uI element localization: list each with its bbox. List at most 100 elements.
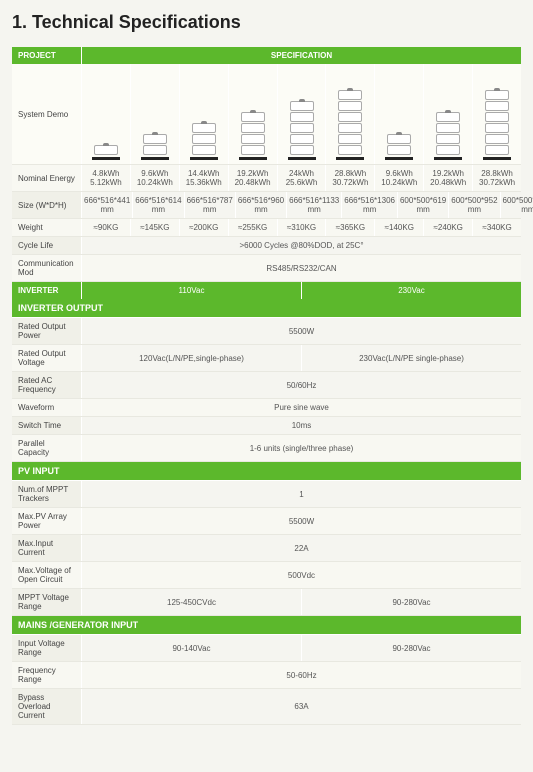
cell-value: 28.8kWh30.72kWh [473,165,521,191]
table-row: Communication ModRS485/RS232/CAN [12,255,521,282]
cell-value: ≈255KG [229,219,278,236]
cell-value: 63A [82,689,521,724]
cell-value: Pure sine wave [82,399,521,416]
table-row: Input Voltage Range90-140Vac90-280Vac [12,635,521,662]
cell-value: 4.8kWh5.12kWh [82,165,131,191]
row-label: Rated Output Voltage [12,345,82,371]
mains-input-header: MAINS /GENERATOR INPUT [12,616,521,635]
row-label: Rated AC Frequency [12,372,82,398]
cell-value: 9.6kWh10.24kWh [131,165,180,191]
system-demo-row: System Demo [12,64,521,165]
project-label: PROJECT [12,47,82,64]
cell-value: 125-450CVdc [82,589,302,615]
cell-value: 24kWh25.6kWh [278,165,327,191]
row-label: Bypass Overload Current [12,689,82,724]
cell-value: 230Vac(L/N/PE single-phase) [302,345,521,371]
cell-value: ≈240KG [424,219,473,236]
row-label: Input Voltage Range [12,635,82,661]
product-image [473,64,521,164]
cell-value: 10ms [82,417,521,434]
table-row: Nominal Energy4.8kWh5.12kWh9.6kWh10.24kW… [12,165,521,192]
table-row: Weight≈90KG≈145KG≈200KG≈255KG≈310KG≈365K… [12,219,521,237]
cell-value: 50-60Hz [82,662,521,688]
row-label: Cycle Life [12,237,82,254]
product-image [131,64,180,164]
cell-value: 14.4kWh15.36kWh [180,165,229,191]
project-header-row: PROJECT SPECIFICATION [12,47,521,64]
cell-value: 1 [82,481,521,507]
table-row: Bypass Overload Current63A [12,689,521,725]
cell-value: 666*516*441mm [82,192,133,218]
cell-value: 666*516*960mm [236,192,287,218]
table-row: MPPT Voltage Range125-450CVdc90-280Vac [12,589,521,616]
table-row: Rated Output Voltage120Vac(L/N/PE,single… [12,345,521,372]
cell-value: >6000 Cycles @80%DOD, at 25C° [82,237,521,254]
table-row: Rated Output Power5500W [12,318,521,345]
row-label: Max.PV Array Power [12,508,82,534]
table-row: Parallel Capacity1-6 units (single/three… [12,435,521,462]
cell-value: 600*500*1285mm [501,192,533,218]
row-label: MPPT Voltage Range [12,589,82,615]
pv-input-header: PV INPUT [12,462,521,481]
cell-value: 666*516*614mm [133,192,184,218]
cell-value: 19.2kWh20.48kWh [229,165,278,191]
cell-value: ≈140KG [375,219,424,236]
row-label: Parallel Capacity [12,435,82,461]
system-demo-label: System Demo [12,64,82,164]
table-row: Size (W*D*H)666*516*441mm666*516*614mm66… [12,192,521,219]
table-row: Switch Time10ms [12,417,521,435]
cell-value: 28.8kWh30.72kWh [326,165,375,191]
cell-value: 90-280Vac [302,635,521,661]
cell-value: ≈90KG [82,219,131,236]
cell-value: ≈145KG [131,219,180,236]
row-label: Num.of MPPT Trackers [12,481,82,507]
row-label: Weight [12,219,82,236]
row-label: Nominal Energy [12,165,82,191]
cell-value: ≈200KG [180,219,229,236]
cell-value: ≈365KG [326,219,375,236]
product-image [82,64,131,164]
cell-value: 90-280Vac [302,589,521,615]
page-title: 1. Technical Specifications [12,12,521,33]
inverter-230vac: 230Vac [302,282,521,299]
table-row: Max.Input Current22A [12,535,521,562]
table-row: Cycle Life>6000 Cycles @80%DOD, at 25C° [12,237,521,255]
cell-value: ≈310KG [278,219,327,236]
cell-value: 666*516*1306mm [342,192,398,218]
cell-value: 500Vdc [82,562,521,588]
cell-value: RS485/RS232/CAN [82,255,521,281]
cell-value: 5500W [82,318,521,344]
cell-value: 22A [82,535,521,561]
inverter-header-row: INVERTER 110Vac 230Vac [12,282,521,299]
table-row: Max.PV Array Power5500W [12,508,521,535]
cell-value: 5500W [82,508,521,534]
row-label: Communication Mod [12,255,82,281]
row-label: Size (W*D*H) [12,192,82,218]
row-label: Waveform [12,399,82,416]
table-row: WaveformPure sine wave [12,399,521,417]
cell-value: 50/60Hz [82,372,521,398]
cell-value: 9.6kWh10.24kWh [375,165,424,191]
product-image [424,64,473,164]
cell-value: 19.2kWh20.48kWh [424,165,473,191]
cell-value: 666*516*1133mm [287,192,342,218]
cell-value: 666*516*787mm [185,192,236,218]
cell-value: 90-140Vac [82,635,302,661]
row-label: Switch Time [12,417,82,434]
inverter-header: INVERTER [12,282,82,299]
cell-value: 1-6 units (single/three phase) [82,435,521,461]
row-label: Max.Input Current [12,535,82,561]
product-image [180,64,229,164]
cell-value: 120Vac(L/N/PE,single-phase) [82,345,302,371]
row-label: Rated Output Power [12,318,82,344]
product-image [229,64,278,164]
inverter-110vac: 110Vac [82,282,302,299]
cell-value: 600*500*619mm [398,192,449,218]
product-image [278,64,327,164]
row-label: Max.Voltage of Open Circuit [12,562,82,588]
table-row: Rated AC Frequency50/60Hz [12,372,521,399]
table-row: Num.of MPPT Trackers1 [12,481,521,508]
table-row: Frequency Range50-60Hz [12,662,521,689]
specification-label: SPECIFICATION [82,47,521,64]
cell-value: 600*500*952mm [449,192,500,218]
